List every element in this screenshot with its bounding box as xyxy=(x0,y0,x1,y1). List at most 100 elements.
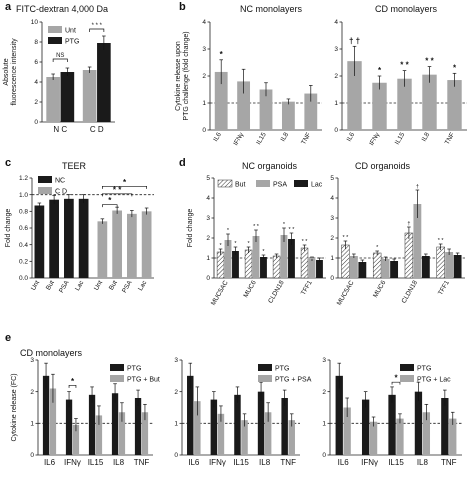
y-tick-label: 1.0 xyxy=(19,192,28,199)
bar xyxy=(216,251,225,279)
legend-swatch xyxy=(110,364,124,371)
y-tick-label: 0 xyxy=(34,119,38,126)
y-tick-label: 0.2 xyxy=(19,259,28,266)
y-tick-label: 3 xyxy=(202,46,206,53)
category-label: Unt xyxy=(93,279,104,291)
legend-swatch xyxy=(400,375,414,382)
significance-label: † † xyxy=(349,36,360,45)
bar xyxy=(449,418,457,455)
panel-letter: b xyxy=(179,1,186,13)
panel-letter: e xyxy=(5,332,11,344)
significance-label: * * xyxy=(289,227,296,233)
category-label: CLDN18 xyxy=(267,279,286,304)
bracket-label: * * xyxy=(113,185,122,194)
category-label: IFNγ xyxy=(361,458,378,467)
category-label: IL15 xyxy=(233,458,249,467)
bar xyxy=(343,407,351,455)
y-tick-label: 0 xyxy=(322,452,326,459)
significance-label: * xyxy=(453,63,457,72)
y-tick-label: 4 xyxy=(202,19,206,26)
category-label: N C xyxy=(53,125,67,134)
bar xyxy=(260,257,267,278)
y-axis-label: Cytokine release upon xyxy=(175,41,182,111)
bar xyxy=(361,399,370,455)
y-tick-label: 6 xyxy=(34,59,38,66)
bar xyxy=(288,420,295,455)
y-tick-label: 1 xyxy=(206,255,210,262)
y-tick-label: 8 xyxy=(34,39,38,46)
legend-swatch xyxy=(38,187,52,194)
bar xyxy=(46,77,60,122)
bar xyxy=(252,236,260,278)
bar xyxy=(42,375,50,455)
category-label: But xyxy=(45,279,56,291)
bar xyxy=(390,261,399,278)
bar xyxy=(141,211,152,278)
bar xyxy=(217,413,225,455)
bar xyxy=(300,247,309,279)
y-axis-label: PTG challenge (fold change) xyxy=(183,31,190,120)
y-tick-label: 2 xyxy=(30,389,34,396)
bar xyxy=(112,210,122,278)
bar xyxy=(82,70,97,122)
bar xyxy=(210,399,218,455)
y-tick-label: 0.8 xyxy=(19,209,28,216)
bracket xyxy=(68,384,77,388)
chart-panel-7: 0 1 2 3 IL6 IFNγ IL15 IL8 TNF PTG PTG + PSA xyxy=(174,357,311,467)
category-label: IFNγ xyxy=(209,458,226,467)
category-label: TNF xyxy=(300,131,312,145)
bar xyxy=(72,424,80,455)
legend-label: Unt xyxy=(65,28,76,35)
legend-swatch xyxy=(38,176,52,183)
legend-swatch xyxy=(256,180,270,187)
significance-label: † xyxy=(416,184,419,190)
category-label: PSA xyxy=(58,279,71,294)
panel-title: NC monolayers xyxy=(240,4,303,14)
bar xyxy=(388,394,396,455)
bracket-label: * xyxy=(394,374,398,383)
category-label: IL6 xyxy=(44,458,56,467)
category-label: IL8 xyxy=(417,458,429,467)
panel-title: FITC-dextran 4,000 Da xyxy=(16,4,108,14)
bar xyxy=(194,401,201,455)
bar xyxy=(111,393,119,455)
legend-label: PTG + Lac xyxy=(417,377,451,384)
category-label: IL6 xyxy=(338,458,350,467)
y-tick-label: 4 xyxy=(34,79,38,86)
category-label: PSA xyxy=(121,279,134,294)
y-tick-label: 0.4 xyxy=(19,242,28,249)
significance-label: * xyxy=(378,66,382,75)
significance-label: * * xyxy=(438,238,445,244)
y-tick-label: 0.0 xyxy=(19,275,28,282)
y-axis-label: fluorescence intensity xyxy=(11,38,18,106)
bracket xyxy=(89,28,105,32)
bar xyxy=(97,221,108,278)
bar xyxy=(64,198,74,278)
category-label: IL8 xyxy=(259,458,271,467)
y-tick-label: 2 xyxy=(334,73,338,80)
bar xyxy=(358,262,367,278)
y-tick-label: 2 xyxy=(202,73,206,80)
category-label: IL8 xyxy=(113,458,125,467)
y-tick-label: 0 xyxy=(30,452,34,459)
category-label: MUC5AC xyxy=(210,279,230,307)
y-tick-label: 1 xyxy=(330,255,334,262)
chart-panel-2: CD monolayers 0 1 2 3 4 † † IL6 * IFNγ * * IL15 * * I… xyxy=(334,4,467,147)
legend-label: PTG xyxy=(275,366,289,373)
chart-panel-1: b NC monolayers 0 1 2 3 4 Cytokine release upon… xyxy=(175,1,322,147)
legend-swatch xyxy=(258,375,272,382)
bar xyxy=(34,205,45,278)
y-axis-label: Fold change xyxy=(5,209,12,248)
category-label: Lac xyxy=(74,279,86,292)
significance-label: * xyxy=(283,222,286,228)
y-tick-label: 0 xyxy=(206,275,210,282)
category-label: TNF xyxy=(444,131,456,145)
panel-letter: c xyxy=(5,157,11,169)
y-tick-label: 3 xyxy=(30,357,34,364)
chart-panel-4: d NC organoids 0 1 2 3 4 5 Fold change * * * MUC5AC *… xyxy=(179,157,326,307)
y-tick-label: 1 xyxy=(174,421,178,428)
chart-panel-8: 0 1 2 3 IL6 IFNγ IL15 IL8 TNF * PTG PTG + Lac xyxy=(322,357,462,467)
y-tick-label: 5 xyxy=(330,175,334,182)
bar xyxy=(414,391,423,455)
bar xyxy=(349,256,358,278)
